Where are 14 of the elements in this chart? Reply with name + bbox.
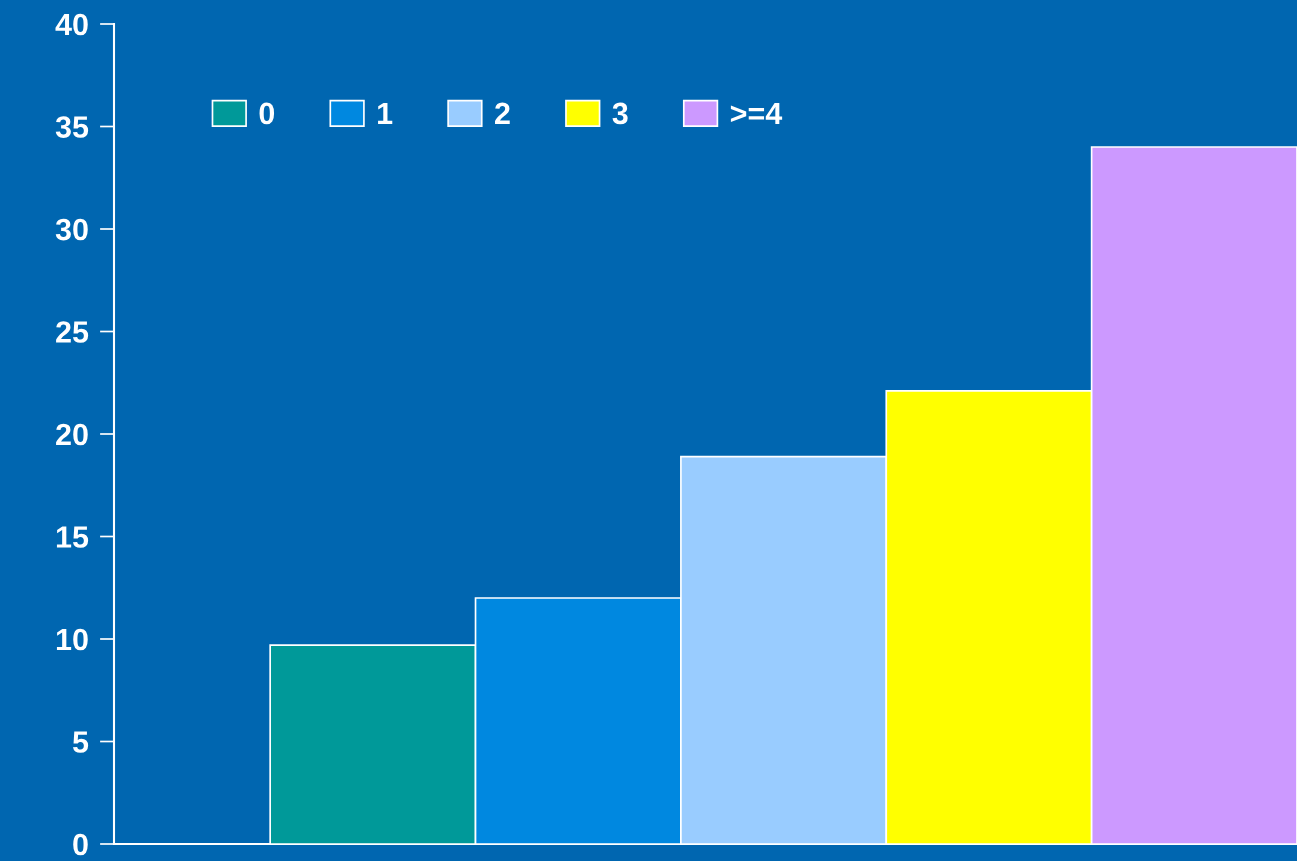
- y-tick-label: 0: [73, 833, 88, 856]
- y-tick-label: 25: [56, 321, 89, 343]
- legend-label: 2: [495, 102, 510, 124]
- y-tick-label: 15: [56, 526, 89, 548]
- legend-label: 1: [378, 102, 393, 124]
- legend-label: 0: [259, 102, 275, 125]
- y-tick-label: 30: [55, 218, 88, 241]
- y-tick-label: 20: [56, 423, 88, 446]
- legend-label: >=4: [730, 102, 783, 124]
- y-tick-label: 10: [56, 628, 88, 651]
- y-tick-label: 5: [72, 731, 89, 753]
- y-tick-label: 40: [55, 13, 88, 36]
- y-tick-label: 35: [55, 116, 89, 138]
- legend-label: 3: [612, 102, 628, 125]
